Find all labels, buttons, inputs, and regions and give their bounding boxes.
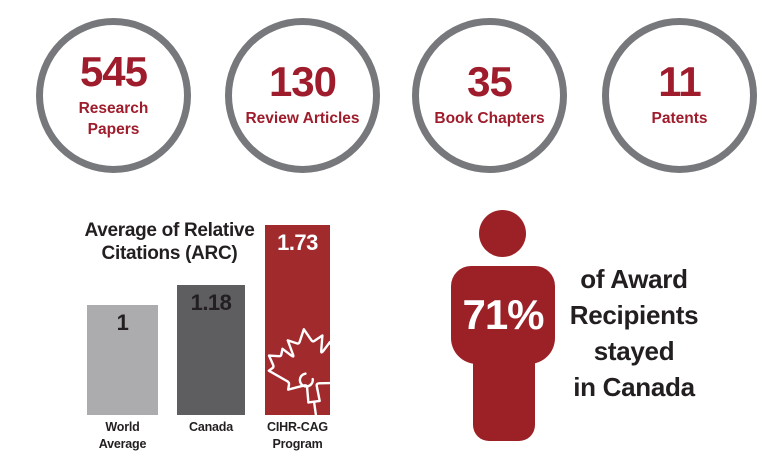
person-head xyxy=(479,210,526,257)
stat-label: Patents xyxy=(651,110,708,128)
maple-leaf-icon xyxy=(267,328,330,415)
stat-value: 545 xyxy=(79,48,148,96)
stat-label: Review Articles xyxy=(245,110,360,128)
bar-canada: 1.18 xyxy=(177,285,245,415)
stat-value: 11 xyxy=(658,58,701,106)
bar-value: 1 xyxy=(116,310,129,335)
bar-value: 1.73 xyxy=(277,230,318,255)
stat-circle-research-papers: 545 Research Papers xyxy=(36,18,191,173)
bar-value: 1.18 xyxy=(190,290,232,315)
stat-circle-review-articles: 130 Review Articles xyxy=(225,18,380,173)
person-body: 71% xyxy=(451,266,555,364)
stat-circle-patents: 11 Patents xyxy=(602,18,757,173)
stat-circle-book-chapters: 35 Book Chapters xyxy=(412,18,567,173)
bar-category-label-cihr-cag: CIHR-CAG Program xyxy=(267,420,328,451)
stat-value: 35 xyxy=(467,58,513,106)
stat-label: Research Papers xyxy=(78,100,149,138)
chart-title: Average of Relative Citations (ARC) xyxy=(84,220,255,264)
person-legs xyxy=(473,350,535,441)
bar-cihr-cag-program: 1.73 xyxy=(265,225,330,415)
percentage-value: 71% xyxy=(462,291,544,338)
stat-label: Book Chapters xyxy=(434,110,545,128)
bar-category-label-world-average: World Average xyxy=(98,420,147,451)
bar-category-label-canada: Canada xyxy=(189,420,233,434)
award-recipients-text: of Award Recipients stayed in Canada xyxy=(569,264,699,402)
stat-value: 130 xyxy=(268,58,337,106)
bar-world-average: 1 xyxy=(87,305,158,415)
